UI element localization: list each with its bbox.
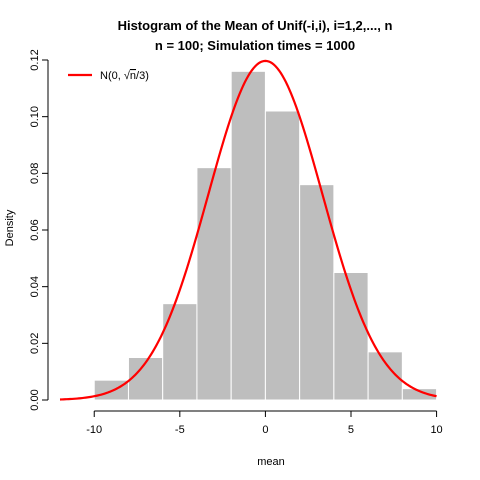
- y-axis-label: Density: [4, 209, 16, 246]
- legend-sqrt-symbol: √: [124, 70, 131, 82]
- legend-label-n: n: [130, 70, 136, 82]
- y-tick-label-5: 0.10: [29, 106, 41, 127]
- histogram-bar-5: [264, 110, 301, 401]
- legend-label-prefix: N(0,: [100, 70, 124, 82]
- histogram-bar-3: [196, 167, 232, 401]
- chart-title: Histogram of the Mean of Unif(-i,i), i=1…: [118, 18, 393, 33]
- x-axis-label: mean: [257, 456, 285, 468]
- histogram-bars: [93, 70, 438, 401]
- x-tick-label-0: -10: [86, 424, 102, 436]
- histogram-bar-2: [162, 303, 198, 401]
- y-tick-label-2: 0.04: [29, 276, 41, 297]
- histogram-bar-9: [401, 388, 438, 401]
- x-tick-label-3: 5: [348, 424, 354, 436]
- histogram-bar-1: [127, 357, 164, 401]
- x-axis: -10 -5 0 5 10: [86, 410, 443, 436]
- chart-subtitle: n = 100; Simulation times = 1000: [155, 38, 355, 53]
- normal-density-curve: [59, 59, 437, 401]
- histogram-bar-7: [333, 272, 369, 401]
- legend-label-suffix: /3): [136, 70, 149, 82]
- y-tick-label-1: 0.02: [29, 333, 41, 354]
- legend: N(0, √n/3): [68, 70, 149, 82]
- legend-label: N(0, √n/3): [100, 70, 149, 82]
- x-tick-label-4: 10: [430, 424, 442, 436]
- y-tick-label-6: 0.12: [29, 49, 41, 70]
- y-tick-label-0: 0.00: [29, 389, 41, 410]
- x-tick-label-1: -5: [175, 424, 185, 436]
- y-axis: 0.00 0.02 0.04 0.06 0.08 0.10 0.12: [29, 49, 49, 411]
- histogram-bar-4: [230, 70, 266, 401]
- y-tick-label-3: 0.06: [29, 219, 41, 240]
- histogram-bar-6: [299, 184, 335, 401]
- y-tick-label-4: 0.08: [29, 163, 41, 184]
- x-tick-label-2: 0: [262, 424, 268, 436]
